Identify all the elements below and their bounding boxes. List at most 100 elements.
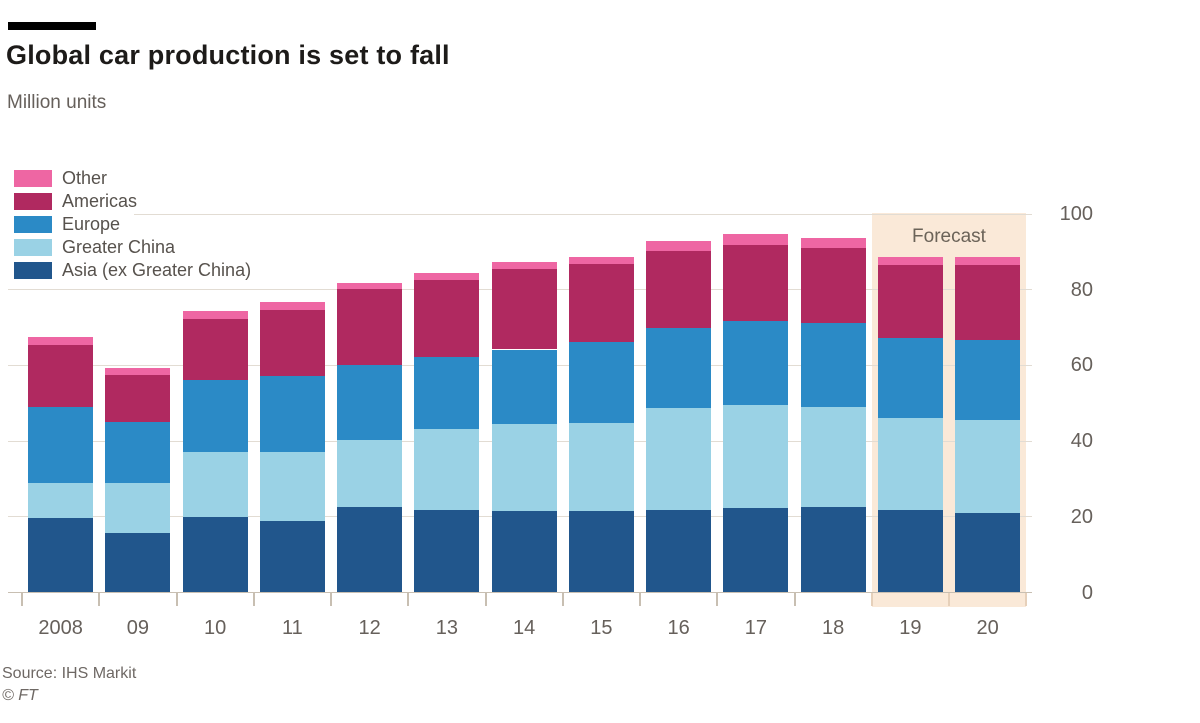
copyright-note: © FT bbox=[2, 687, 38, 704]
bar-segment-americas bbox=[105, 374, 171, 422]
legend-label: Americas bbox=[62, 191, 138, 211]
x-tick-label: 18 bbox=[822, 617, 845, 639]
bar-segment-americas bbox=[28, 344, 94, 407]
bar-segment-asia-ex-greater-china bbox=[646, 510, 712, 593]
bar-segment-other bbox=[568, 256, 634, 265]
bar-segment-greater-china bbox=[568, 422, 634, 512]
y-tick-label: 40 bbox=[1070, 430, 1093, 453]
axis-tick bbox=[1025, 593, 1028, 606]
bar-segment-other bbox=[259, 301, 325, 311]
bar-segment-greater-china bbox=[955, 419, 1021, 513]
bar-segment-europe bbox=[414, 356, 480, 429]
x-tick-label: 10 bbox=[204, 617, 227, 639]
bar-segment-europe bbox=[28, 406, 94, 484]
ft-top-rule bbox=[8, 22, 96, 30]
chart-subtitle: Million units bbox=[7, 92, 107, 113]
legend-label: Other bbox=[62, 168, 108, 188]
bar-segment-greater-china bbox=[182, 452, 248, 517]
x-tick-label: 20 bbox=[976, 617, 999, 639]
axis-tick bbox=[407, 593, 410, 606]
bar-segment-europe bbox=[800, 323, 866, 407]
y-tick-label: 80 bbox=[1070, 278, 1093, 301]
bar-segment-americas bbox=[414, 279, 480, 357]
bar-segment-americas bbox=[259, 310, 325, 376]
axis-tick bbox=[561, 593, 564, 606]
bar-segment-greater-china bbox=[800, 406, 866, 507]
legend-swatch-icon bbox=[14, 262, 52, 279]
legend-label: Greater China bbox=[62, 237, 176, 257]
bar-segment-other bbox=[491, 262, 557, 270]
forecast-label: Forecast bbox=[912, 226, 986, 247]
bar-segment-americas bbox=[337, 289, 403, 365]
bar-segment-asia-ex-greater-china bbox=[337, 507, 403, 593]
bar-segment-other bbox=[28, 336, 94, 345]
bar-segment-europe bbox=[877, 338, 943, 419]
bar-segment-greater-china bbox=[491, 424, 557, 512]
legend-item: Europe bbox=[8, 213, 135, 236]
legend-label: Asia (ex Greater China) bbox=[62, 260, 252, 280]
bar-segment-europe bbox=[955, 340, 1021, 420]
x-tick-label: 16 bbox=[667, 617, 690, 639]
bar-segment-asia-ex-greater-china bbox=[568, 511, 634, 593]
legend-item: Other bbox=[8, 167, 122, 190]
bar-segment-asia-ex-greater-china bbox=[723, 508, 789, 593]
legend-item: Americas bbox=[8, 190, 152, 213]
x-tick-label: 11 bbox=[281, 617, 303, 639]
bar-segment-europe bbox=[182, 380, 248, 453]
source-note: Source: IHS Markit bbox=[2, 665, 137, 682]
chart-legend: Other Americas Europe Greater China Asia (ex… bbox=[8, 167, 266, 282]
bar-segment-europe bbox=[259, 375, 325, 453]
x-tick-label: 19 bbox=[899, 617, 922, 639]
bar-segment-americas bbox=[800, 248, 866, 323]
y-tick-label: 60 bbox=[1070, 354, 1093, 377]
gridline bbox=[8, 213, 1032, 215]
bar-segment-americas bbox=[491, 269, 557, 350]
bar-segment-americas bbox=[646, 250, 712, 329]
bar-segment-americas bbox=[182, 319, 248, 381]
bar-segment-other bbox=[800, 237, 866, 249]
bar-segment-greater-china bbox=[105, 483, 171, 534]
axis-tick bbox=[98, 593, 101, 606]
bar-segment-greater-china bbox=[646, 407, 712, 511]
axis-tick bbox=[948, 593, 950, 606]
bar-segment-americas bbox=[568, 264, 634, 342]
bar-segment-asia-ex-greater-china bbox=[800, 506, 866, 593]
axis-tick bbox=[870, 593, 873, 606]
x-axis-line bbox=[8, 591, 1032, 594]
axis-tick bbox=[330, 593, 332, 606]
bar-segment-europe bbox=[337, 364, 403, 440]
bar-segment-greater-china bbox=[723, 405, 789, 509]
bar-segment-europe bbox=[105, 421, 171, 484]
x-tick-label: 17 bbox=[744, 617, 767, 639]
x-tick-label: 12 bbox=[358, 617, 381, 639]
bar-segment-other bbox=[105, 368, 171, 375]
y-tick-label: 20 bbox=[1070, 505, 1093, 528]
legend-label: Europe bbox=[62, 214, 121, 234]
x-tick-label: 13 bbox=[435, 617, 458, 639]
y-tick-label: 0 bbox=[1081, 581, 1093, 604]
axis-tick bbox=[252, 593, 255, 606]
bar-segment-asia-ex-greater-china bbox=[105, 533, 171, 593]
bar-segment-other bbox=[337, 282, 403, 290]
bar-segment-americas bbox=[955, 265, 1021, 341]
x-tick-label: 09 bbox=[126, 617, 149, 639]
bar-segment-americas bbox=[723, 244, 789, 321]
bar-segment-greater-china bbox=[259, 452, 325, 521]
bar-segment-other bbox=[414, 273, 480, 280]
bar-segment-other bbox=[955, 257, 1021, 266]
bar-segment-asia-ex-greater-china bbox=[955, 513, 1021, 593]
page-title: Global car production is set to fall bbox=[6, 40, 450, 70]
bar-segment-asia-ex-greater-china bbox=[182, 516, 248, 593]
bar-segment-asia-ex-greater-china bbox=[491, 511, 557, 593]
bar-segment-europe bbox=[568, 341, 634, 423]
bar-segment-europe bbox=[723, 320, 789, 406]
bar-segment-americas bbox=[877, 265, 943, 339]
bar-segment-asia-ex-greater-china bbox=[259, 520, 325, 593]
x-tick-label: 2008 bbox=[38, 617, 83, 639]
bar-segment-other bbox=[182, 310, 248, 320]
bar-segment-other bbox=[877, 256, 943, 266]
bar-segment-asia-ex-greater-china bbox=[28, 518, 94, 593]
bar-segment-other bbox=[723, 234, 789, 245]
bar-segment-greater-china bbox=[337, 439, 403, 508]
